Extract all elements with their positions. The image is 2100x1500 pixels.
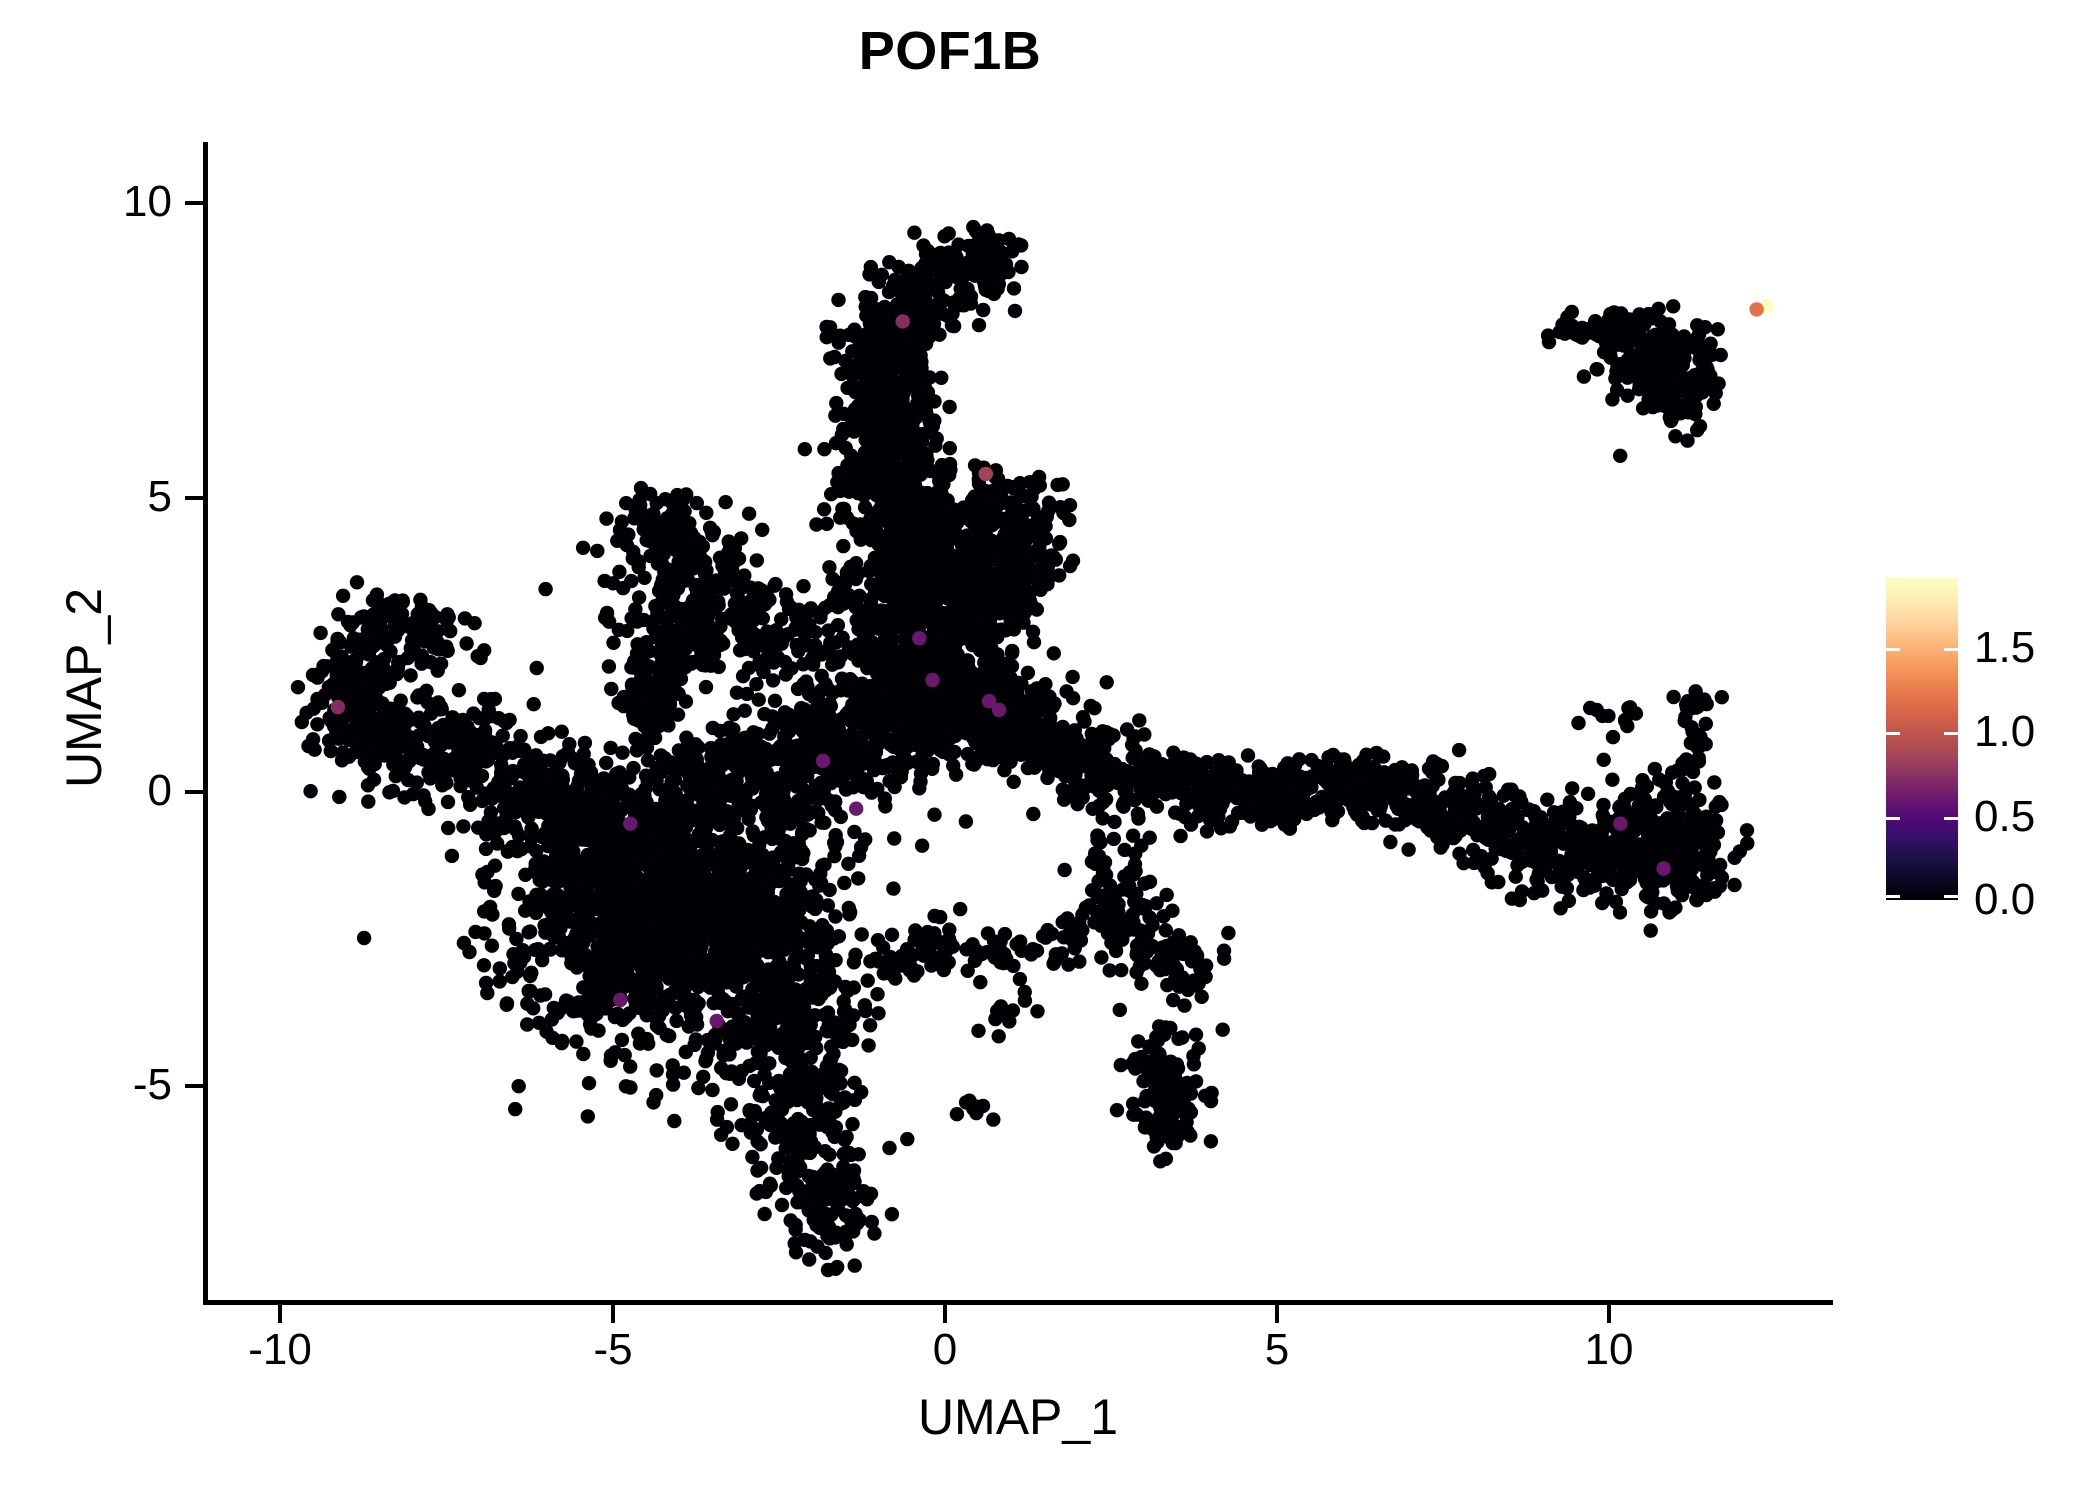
y-tick-label-2: 0 xyxy=(147,766,172,815)
y-tick-label-1: 5 xyxy=(147,472,172,521)
y-tick-1 xyxy=(185,496,203,500)
scatter-points xyxy=(290,219,1774,1278)
colorbar-label-2: 0.5 xyxy=(1974,792,2036,841)
y-axis-title: UMAP_2 xyxy=(56,587,112,789)
x-tick-label-4: 10 xyxy=(1584,1325,1634,1374)
y-tick-0 xyxy=(185,201,203,205)
colorbar-tick-0.0 xyxy=(1886,895,1958,898)
x-tick-label-3: 5 xyxy=(1264,1325,1290,1374)
colorbar-tick-0.5 xyxy=(1886,817,1958,820)
x-axis-title: UMAP_1 xyxy=(917,1389,1119,1445)
colorbar-label-3: 0.0 xyxy=(1974,875,2036,924)
x-tick-1 xyxy=(611,1305,615,1323)
y-tick-label-0: 10 xyxy=(123,177,172,226)
x-axis-line xyxy=(203,1300,1833,1305)
x-tick-label-0: -10 xyxy=(248,1325,312,1374)
x-tick-0 xyxy=(278,1305,282,1323)
colorbar-legend: 1.5 1.0 0.5 0.0 xyxy=(1886,578,2086,922)
x-tick-3 xyxy=(1275,1305,1279,1323)
y-axis-line xyxy=(203,142,208,1305)
colorbar-label-0: 1.5 xyxy=(1974,623,2036,672)
x-tick-4 xyxy=(1607,1305,1611,1323)
y-tick-3 xyxy=(185,1084,203,1088)
x-tick-label-1: -5 xyxy=(593,1325,633,1374)
page-title: POF1B xyxy=(858,21,1042,81)
scatter-plot-area xyxy=(205,142,1833,1302)
colorbar-gradient xyxy=(1886,578,1958,900)
colorbar-label-1: 1.0 xyxy=(1974,707,2036,756)
y-tick-2 xyxy=(185,790,203,794)
colorbar-tick-1.5 xyxy=(1886,648,1958,651)
x-tick-2 xyxy=(943,1305,947,1323)
x-tick-label-2: 0 xyxy=(932,1325,958,1374)
colorbar-tick-1.0 xyxy=(1886,732,1958,735)
y-tick-label-3: -5 xyxy=(132,1060,172,1109)
